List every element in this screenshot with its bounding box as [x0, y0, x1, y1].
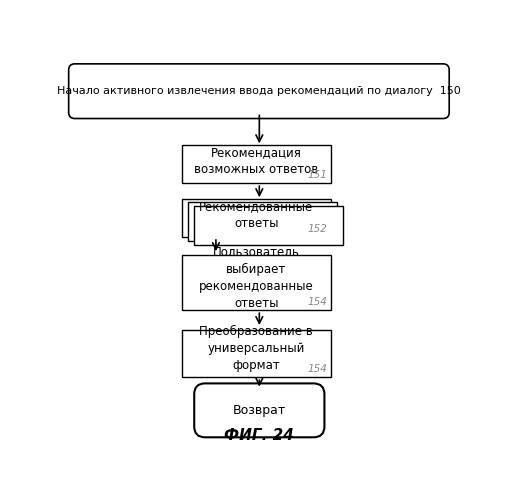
Text: Преобразование в
универсальный
формат: Преобразование в универсальный формат: [199, 325, 313, 372]
Bar: [188, 202, 336, 241]
Bar: [194, 206, 342, 245]
FancyBboxPatch shape: [69, 64, 448, 118]
Text: 151: 151: [307, 170, 327, 180]
Text: Рекомендация
возможных ответов: Рекомендация возможных ответов: [194, 146, 318, 176]
Text: Пользователь
выбирает
рекомендованные
ответы: Пользователь выбирает рекомендованные от…: [198, 246, 313, 310]
Text: Рекомендованные
ответы: Рекомендованные ответы: [198, 200, 313, 230]
Bar: [181, 198, 330, 237]
Bar: [181, 144, 330, 183]
Text: Начало активного извлечения ввода рекомендаций по диалогу  150: Начало активного извлечения ввода рекоме…: [57, 86, 460, 96]
FancyBboxPatch shape: [194, 384, 324, 438]
Text: 152: 152: [307, 224, 327, 234]
Text: Возврат: Возврат: [232, 404, 285, 417]
Text: 154: 154: [307, 364, 327, 374]
Text: ФИГ. 24: ФИГ. 24: [224, 428, 294, 444]
Bar: [181, 330, 330, 377]
Text: 154: 154: [307, 297, 327, 307]
Bar: [181, 255, 330, 310]
